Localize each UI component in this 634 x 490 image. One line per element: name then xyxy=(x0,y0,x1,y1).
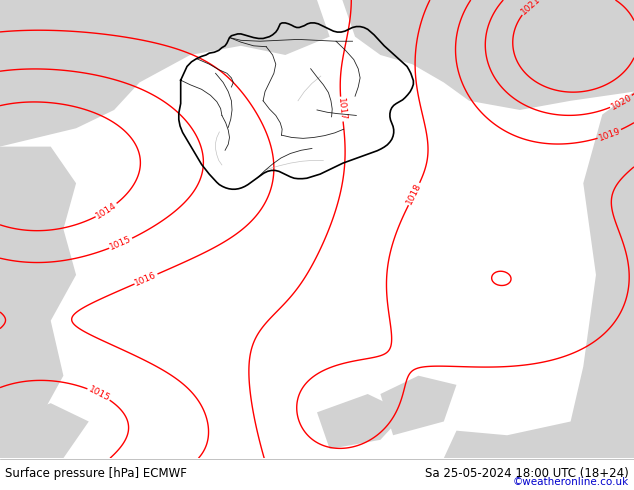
Text: 1015: 1015 xyxy=(108,235,133,252)
Polygon shape xyxy=(444,421,634,458)
Text: ©weatheronline.co.uk: ©weatheronline.co.uk xyxy=(513,477,629,488)
Text: 1021: 1021 xyxy=(519,0,542,17)
Text: Sa 25-05-2024 18:00 UTC (18+24): Sa 25-05-2024 18:00 UTC (18+24) xyxy=(425,467,629,480)
Polygon shape xyxy=(342,0,634,110)
Text: Surface pressure [hPa] ECMWF: Surface pressure [hPa] ECMWF xyxy=(5,467,187,480)
Polygon shape xyxy=(0,0,330,147)
Polygon shape xyxy=(558,92,634,458)
Polygon shape xyxy=(317,394,406,449)
Polygon shape xyxy=(0,147,76,458)
Polygon shape xyxy=(380,376,456,435)
Polygon shape xyxy=(0,403,89,458)
Text: 1016: 1016 xyxy=(134,270,158,288)
Text: 1020: 1020 xyxy=(609,93,633,112)
Text: 1015: 1015 xyxy=(87,385,111,403)
Text: 1019: 1019 xyxy=(597,126,622,143)
Text: 1017: 1017 xyxy=(336,97,347,121)
Text: 1018: 1018 xyxy=(405,182,424,206)
Text: 1014: 1014 xyxy=(94,201,119,220)
